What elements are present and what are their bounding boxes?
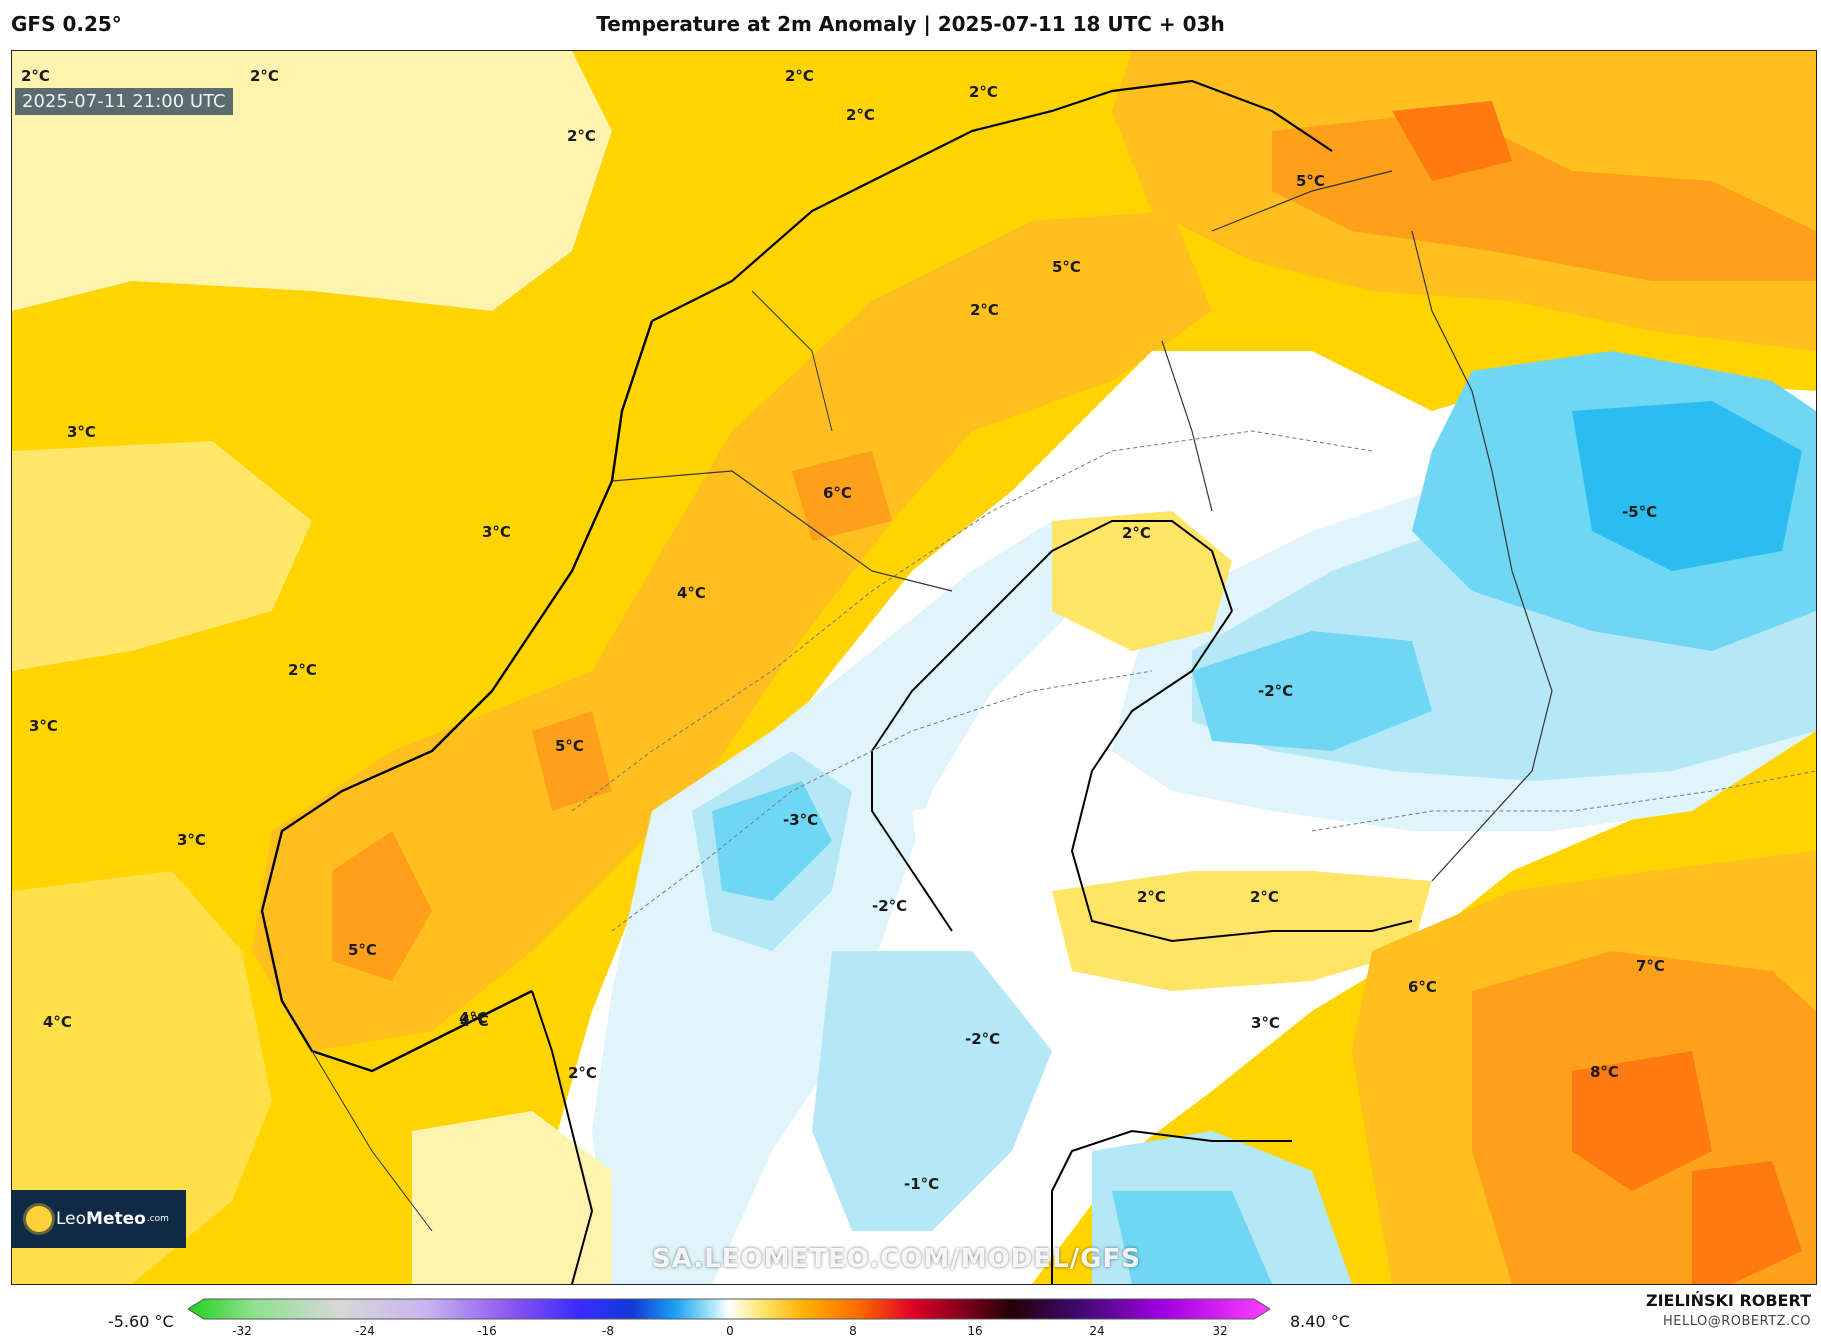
contour-label: 2°C <box>1250 888 1279 906</box>
scale-tick: -8 <box>602 1324 614 1338</box>
contour-label: 2°C <box>288 661 317 679</box>
scale-tick: 24 <box>1089 1324 1105 1338</box>
contour-label: 5°C <box>348 941 377 959</box>
model-name: GFS 0.25° <box>11 12 122 36</box>
contour-label: 8°C <box>1590 1063 1619 1081</box>
contour-label: -3°C <box>783 811 819 829</box>
contour-label: -5°C <box>1622 503 1658 521</box>
sun-icon <box>26 1206 52 1232</box>
anomaly-field <box>12 51 1816 1284</box>
contour-label: 4°C <box>677 584 706 602</box>
leometeo-logo[interactable]: Leo Meteo .com <box>12 1190 186 1248</box>
author-name: ZIELIŃSKI ROBERT <box>1645 1291 1811 1310</box>
contour-label: 7°C <box>1636 957 1665 975</box>
logo-part-1: Leo <box>56 1209 87 1229</box>
legend-max-label: 8.40 °C <box>1290 1312 1350 1331</box>
contour-label: 2°C <box>250 67 279 85</box>
scale-tick: -32 <box>232 1324 252 1338</box>
contour-label: 2°C <box>970 301 999 319</box>
logo-part-2: Meteo <box>86 1209 146 1229</box>
contour-label: 5°C <box>1052 258 1081 276</box>
contour-label: 5°C <box>555 737 584 755</box>
contour-label: -1°C <box>904 1175 940 1193</box>
scale-tick: -16 <box>477 1324 497 1338</box>
contour-label: 3°C <box>29 717 58 735</box>
contour-label: 6°C <box>1408 978 1437 996</box>
scale-tick: 0 <box>726 1324 734 1338</box>
contour-label: 2°C <box>846 106 875 124</box>
contour-label: -2°C <box>965 1030 1001 1048</box>
contour-label: 5°C <box>1296 172 1325 190</box>
contour-label: -2°C <box>1258 682 1294 700</box>
contour-label: 3°C <box>177 831 206 849</box>
contour-label: 2°C <box>567 127 596 145</box>
logo-part-3: .com <box>146 1214 169 1224</box>
legend-min-label: -5.60 °C <box>108 1312 174 1331</box>
contour-label: 2°C <box>1137 888 1166 906</box>
scale-tick: 32 <box>1212 1324 1228 1338</box>
chart-title: Temperature at 2m Anomaly | 2025-07-11 1… <box>596 12 1225 36</box>
contour-label: 2°C <box>568 1064 597 1082</box>
contour-label: 3°C <box>67 423 96 441</box>
contour-label: 2°C <box>1122 524 1151 542</box>
contour-label: -2°C <box>872 897 908 915</box>
contour-label: 4°C <box>460 1012 489 1030</box>
contour-label: 2°C <box>969 83 998 101</box>
contour-label: 4°C <box>459 1009 488 1027</box>
contour-label: 6°C <box>823 484 852 502</box>
contour-label: 4°C <box>43 1013 72 1031</box>
color-scale-bar <box>188 1298 1270 1320</box>
map-panel[interactable]: 2025-07-11 21:00 UTC 2°C 2°C 2°C 2°C 2°C… <box>11 50 1817 1285</box>
contour-label: 3°C <box>1251 1014 1280 1032</box>
contour-label: 3°C <box>482 523 511 541</box>
author-email[interactable]: HELLO@ROBERTZ.CO <box>1662 1314 1811 1329</box>
contour-label: 2°C <box>21 67 50 85</box>
scale-tick: -24 <box>355 1324 375 1338</box>
contour-label: 2°C <box>785 67 814 85</box>
scale-tick: 8 <box>849 1324 857 1338</box>
scale-tick: 16 <box>967 1324 983 1338</box>
valid-time-box: 2025-07-11 21:00 UTC <box>15 88 233 115</box>
source-watermark: SA.LEOMETEO.COM/MODEL/GFS <box>652 1244 1141 1274</box>
